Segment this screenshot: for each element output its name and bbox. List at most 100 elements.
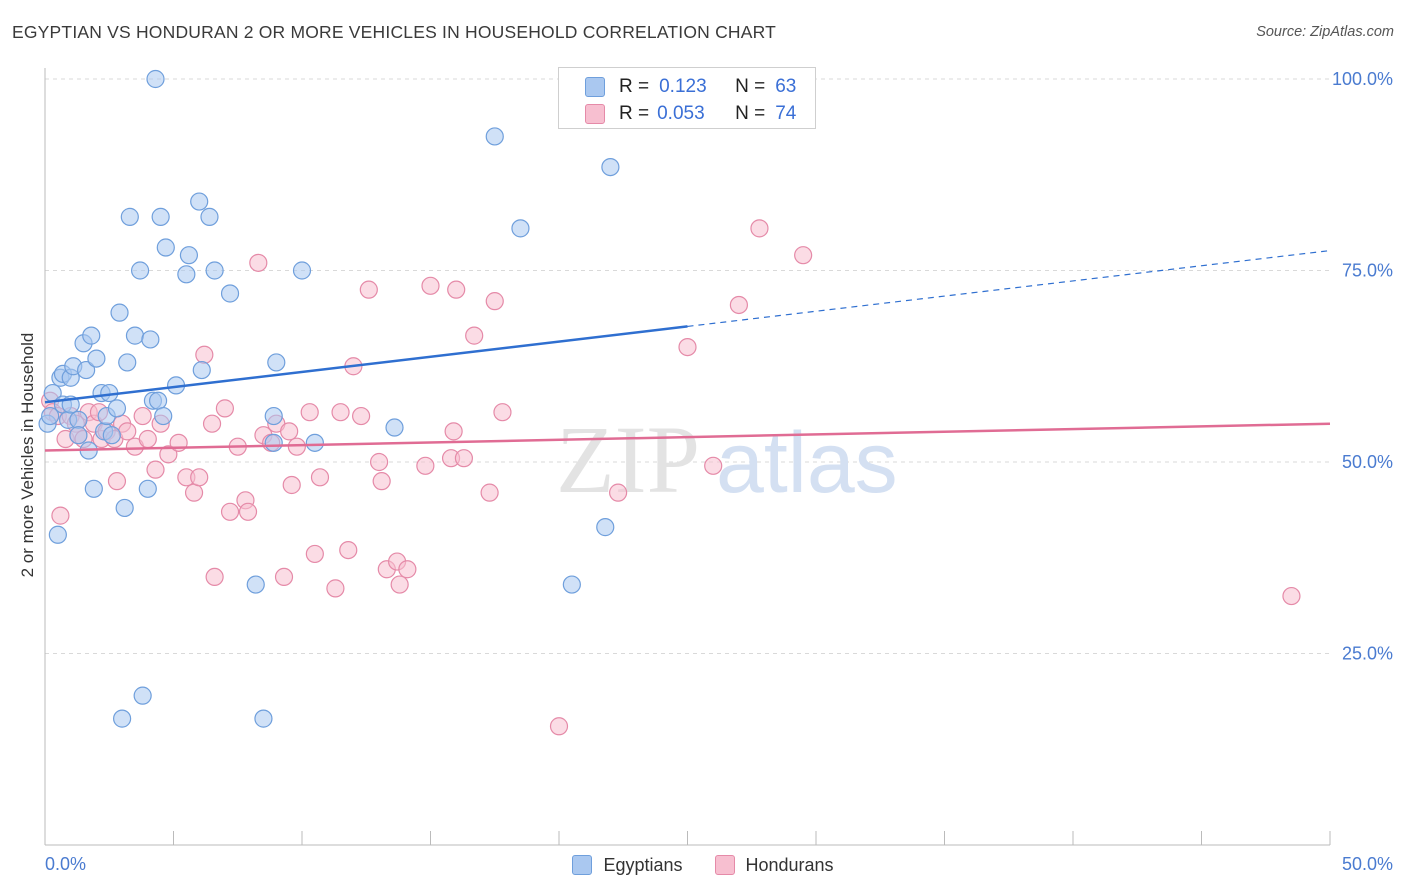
egyptian-point: [385, 418, 404, 437]
egyptian-point: [84, 479, 103, 498]
honduran-point: [1282, 586, 1301, 606]
honduran-point: [274, 567, 294, 587]
honduran-point: [184, 483, 204, 502]
honduran-point: [444, 422, 463, 441]
watermark-atlas: atlas: [716, 415, 898, 511]
honduran-point: [390, 575, 409, 594]
egyptian-point: [200, 207, 219, 226]
egyptians-swatch: [585, 77, 605, 97]
honduran-point: [326, 579, 345, 598]
honduran-point: [146, 460, 165, 479]
honduran-point: [372, 472, 391, 491]
egyptian-point: [125, 326, 145, 345]
honduran-point: [133, 406, 152, 426]
hondurans-swatch: [585, 104, 605, 124]
egyptian-point: [77, 360, 96, 380]
egyptian-point: [148, 391, 168, 410]
honduran-point: [159, 445, 178, 464]
honduran-point: [416, 456, 435, 475]
source-label: Source: ZipAtlas.com: [1256, 24, 1394, 40]
n-value: 74: [775, 103, 797, 124]
egyptian-point: [596, 518, 615, 537]
egyptian-point: [205, 261, 224, 280]
honduran-point: [794, 246, 813, 265]
honduran-point: [305, 544, 324, 564]
honduran-point: [51, 506, 70, 525]
egyptian-point: [133, 686, 152, 705]
legend-row-hondurans: R = 0.053 N = 74: [585, 102, 796, 126]
trend-lines: [44, 249, 1331, 452]
egyptian-point: [601, 157, 620, 177]
egyptian-point: [264, 433, 283, 452]
correlation-legend: R = 0.123 N = 63 R = 0.053 N = 74: [558, 67, 816, 129]
egyptian-point: [305, 433, 324, 452]
honduran-point: [280, 422, 299, 441]
r-value: 0.123: [659, 76, 707, 97]
honduran-point: [609, 483, 628, 502]
honduran-point: [704, 456, 723, 475]
series-legend: Egyptians Hondurans: [0, 851, 1406, 879]
egyptians-trend-extension: [687, 249, 1331, 328]
egyptian-point: [141, 330, 160, 349]
honduran-point: [447, 280, 466, 299]
egyptian-point: [511, 219, 530, 238]
y-tick-label: 50.0%: [1342, 452, 1393, 472]
y-tick-label: 75.0%: [1342, 261, 1393, 281]
honduran-point: [454, 449, 474, 468]
egyptian-point: [82, 326, 101, 345]
honduran-point: [249, 253, 268, 272]
egyptian-point: [192, 360, 211, 380]
egyptian-point: [130, 261, 150, 280]
legend-item-hondurans: Hondurans: [714, 854, 834, 876]
egyptian-point: [87, 349, 106, 368]
egyptian-point: [179, 246, 199, 265]
egyptian-point: [69, 426, 88, 445]
honduran-point: [370, 452, 389, 472]
axes: [44, 68, 1331, 846]
honduran-point: [310, 468, 330, 487]
r-label: R =: [619, 76, 650, 97]
honduran-point: [220, 502, 240, 521]
egyptian-point: [120, 207, 139, 226]
watermark-zip: ZIP: [556, 406, 700, 513]
egyptian-point: [177, 265, 196, 284]
egyptians-legend-label: Egyptians: [603, 854, 683, 875]
honduran-point: [205, 567, 224, 587]
n-label: N =: [735, 76, 766, 97]
egyptians-legend-swatch: [572, 855, 593, 875]
honduran-point: [729, 295, 749, 315]
egyptian-point: [110, 303, 129, 322]
hondurans-legend-label: Hondurans: [745, 854, 834, 875]
honduran-point: [485, 292, 504, 311]
honduran-point: [339, 540, 358, 560]
y-tick-label: 25.0%: [1342, 644, 1393, 664]
egyptian-point: [146, 69, 165, 89]
honduran-point: [138, 429, 157, 449]
y-tick-label: 100.0%: [1332, 69, 1393, 89]
egyptian-point: [156, 238, 175, 257]
egyptian-point: [151, 207, 170, 226]
legend-item-egyptians: Egyptians: [572, 854, 683, 876]
egyptian-point: [190, 192, 209, 211]
egyptian-point: [485, 127, 504, 146]
honduran-point: [300, 403, 319, 422]
egyptian-point: [107, 399, 127, 418]
legend-row-egyptians: R = 0.123 N = 63: [585, 75, 796, 99]
chart-title: EGYPTIAN VS HONDURAN 2 OR MORE VEHICLES …: [12, 22, 777, 42]
egyptian-point: [102, 426, 121, 445]
egyptians-trend-line: [44, 325, 688, 404]
honduran-point: [107, 472, 127, 491]
honduran-point: [202, 414, 222, 433]
egyptian-point: [118, 353, 137, 372]
x-tick-label-min: 0.0%: [45, 854, 86, 874]
egyptian-point: [267, 353, 286, 372]
egyptian-point: [69, 410, 88, 429]
egyptian-point: [112, 709, 132, 728]
egyptian-point: [246, 575, 265, 594]
honduran-point: [480, 483, 499, 502]
honduran-point: [678, 338, 697, 357]
honduran-point: [465, 326, 484, 345]
honduran-point: [215, 399, 234, 418]
egyptian-point: [264, 406, 283, 426]
